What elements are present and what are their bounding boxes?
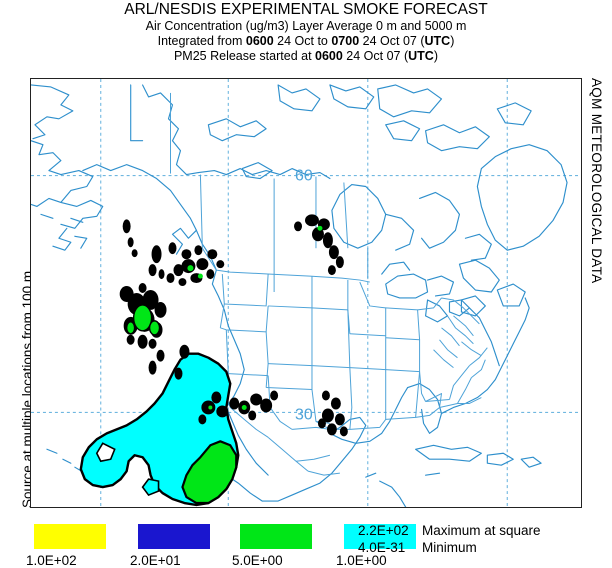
- plume-hole-1: [95, 442, 116, 463]
- integration-end-paren: ): [450, 34, 455, 48]
- plume-core-green-montana: [317, 225, 323, 231]
- integration-prefix: Integrated from: [157, 34, 246, 48]
- map-political-borders: [130, 84, 488, 476]
- legend-swatch-1: [138, 524, 210, 549]
- subtitle-integration: Integrated from 0600 24 Oct to 0700 24 O…: [0, 34, 612, 49]
- integration-utc: UTC: [424, 34, 451, 48]
- legend-maximum-value: 2.2E+02: [358, 523, 409, 538]
- release-utc: UTC: [408, 49, 434, 63]
- map-graticule: [31, 79, 581, 507]
- legend-label-0: 1.0E+02: [26, 553, 77, 568]
- legend-maximum-row: 2.2E+02 Maximum at square: [358, 522, 541, 539]
- page-title: ARL/NESDIS EXPERIMENTAL SMOKE FORECAST: [124, 1, 488, 18]
- plume-core-green-southwest: [208, 404, 247, 410]
- legend-max-min: 2.2E+02 Maximum at square 4.0E-31 Minimum: [358, 522, 541, 556]
- release-end-paren: ): [433, 49, 439, 63]
- integration-end-time: 0700: [331, 34, 360, 48]
- legend-swatch-2: [240, 524, 312, 549]
- legend-label-3: 1.0E+00: [336, 553, 387, 568]
- plume-contour-green-socal: [181, 440, 238, 505]
- map-coastlines: [31, 84, 568, 507]
- fire-pixel-cluster-texas: [317, 390, 348, 437]
- fire-pixel-cluster-southwest: [174, 344, 279, 425]
- plume-core-green-pnw: [125, 304, 161, 336]
- integration-start-time: 0600: [245, 34, 274, 48]
- integration-mid1: 24 Oct to: [273, 34, 332, 48]
- subtitle-concentration: Air Concentration (ug/m3) Layer Average …: [145, 19, 467, 33]
- legend-minimum-text: Minimum: [422, 540, 477, 555]
- latitude-label-30: 30: [295, 406, 313, 423]
- legend-minimum-row: 4.0E-31 Minimum: [358, 539, 541, 556]
- legend-label-1: 2.0E+01: [130, 553, 181, 568]
- release-mid: 24 Oct 07 (: [342, 49, 409, 63]
- subtitle-release: PM25 Release started at 0600 24 Oct 07 (…: [0, 49, 612, 64]
- release-time: 0600: [315, 49, 343, 63]
- fire-pixel-cluster-montana: [294, 214, 344, 276]
- right-axis-label: AQM METEOROLOGICAL DATA: [589, 78, 604, 284]
- legend-minimum-value: 4.0E-31: [358, 540, 406, 555]
- latitude-label-60: 60: [295, 168, 313, 185]
- integration-mid2: 24 Oct 07 (: [359, 34, 425, 48]
- plume-core-green-idaho: [187, 265, 203, 279]
- legend-maximum-text: Maximum at square: [422, 523, 541, 538]
- legend-swatch-0: [34, 524, 106, 549]
- legend: 1.0E+02 2.0E+01 5.0E+00 1.0E+00 2.2E+02 M…: [0, 516, 612, 568]
- legend-label-2: 5.0E+00: [232, 553, 283, 568]
- map-frame[interactable]: 60 30: [30, 78, 582, 508]
- plume-patch-1: [141, 478, 160, 497]
- legend-swatch-3: [344, 524, 416, 549]
- title-block: ARL/NESDIS EXPERIMENTAL SMOKE FORECAST A…: [0, 0, 612, 64]
- map-canvas[interactable]: 60 30: [31, 79, 581, 507]
- fire-pixel-cluster-pnw: [119, 219, 225, 375]
- smoke-plume-contours: [79, 214, 348, 507]
- release-prefix: PM25 Release started at: [173, 49, 316, 63]
